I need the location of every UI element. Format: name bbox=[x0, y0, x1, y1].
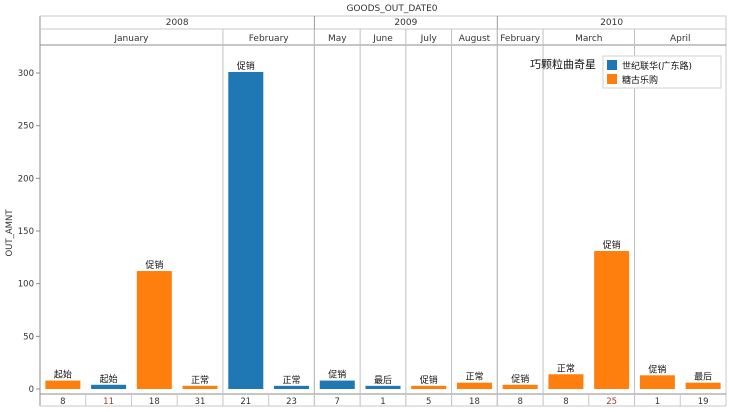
month-header: February bbox=[249, 34, 290, 44]
month-header: March bbox=[575, 34, 602, 44]
bar bbox=[319, 380, 355, 389]
x-tick-label: 25 bbox=[606, 397, 617, 407]
bar bbox=[91, 384, 127, 389]
bar-label: 正常 bbox=[465, 371, 483, 383]
y-tick-label: 200 bbox=[18, 174, 34, 184]
x-tick-label: 18 bbox=[469, 397, 480, 407]
bar-label: 最后 bbox=[694, 372, 712, 383]
x-tick-label: 21 bbox=[240, 397, 251, 407]
bar-label: 促销 bbox=[511, 373, 529, 385]
bar bbox=[685, 382, 721, 389]
bar bbox=[182, 385, 218, 389]
legend-swatch bbox=[607, 60, 617, 70]
month-header: May bbox=[328, 34, 347, 44]
bar-label: 正常 bbox=[191, 374, 209, 386]
x-tick-label: 23 bbox=[286, 397, 297, 407]
y-tick-label: 300 bbox=[18, 69, 34, 79]
legend-swatch bbox=[607, 74, 617, 84]
x-tick-label: 1 bbox=[655, 397, 660, 407]
plot-frame bbox=[39, 15, 727, 407]
x-tick-label: 1 bbox=[380, 397, 385, 407]
bar bbox=[548, 374, 584, 389]
legend-entry: 世纪联华(广东路) bbox=[622, 60, 692, 72]
legend-entry: 糖古乐购 bbox=[622, 74, 658, 86]
bar bbox=[456, 382, 492, 389]
x-tick-label: 8 bbox=[563, 397, 568, 407]
month-header: July bbox=[420, 34, 438, 44]
y-tick-label: 150 bbox=[18, 227, 34, 237]
x-tick-label: 8 bbox=[517, 397, 522, 407]
month-header: January bbox=[113, 34, 149, 44]
legend[interactable]: 世纪联华(广东路) 糖古乐购 bbox=[602, 55, 722, 89]
chart-title: GOODS_OUT_DATE0 bbox=[346, 4, 437, 14]
x-tick-label: 19 bbox=[698, 397, 709, 407]
year-header: 2010 bbox=[600, 18, 623, 28]
filter-label: 巧颗粒曲奇星 bbox=[530, 57, 596, 71]
x-tick-label: 11 bbox=[103, 397, 114, 407]
month-header: June bbox=[372, 34, 393, 44]
bar-marks bbox=[45, 71, 721, 390]
bar-label: 正常 bbox=[283, 374, 301, 386]
bar-label: 起始 bbox=[100, 373, 118, 385]
year-header: 2009 bbox=[394, 18, 417, 28]
y-tick-label: 250 bbox=[18, 122, 34, 132]
y-axis: 0 50 100 150 200 250 300 bbox=[18, 69, 40, 395]
bar-label: 促销 bbox=[603, 239, 621, 251]
bar bbox=[228, 71, 264, 390]
bar-label: 促销 bbox=[237, 60, 255, 72]
bar bbox=[594, 251, 630, 389]
bar-label: 最后 bbox=[374, 375, 392, 386]
bar bbox=[411, 385, 447, 389]
bar bbox=[502, 384, 538, 389]
x-tick-label: 18 bbox=[149, 397, 160, 407]
date-header-rows: 2008 2009 2010 January February May June July Au… bbox=[113, 16, 691, 406]
month-header: February bbox=[500, 34, 541, 44]
bar-label: 促销 bbox=[145, 259, 163, 271]
y-tick-label: 50 bbox=[23, 332, 34, 342]
bar bbox=[365, 385, 401, 389]
bar bbox=[136, 271, 172, 389]
x-tick-label: 31 bbox=[195, 397, 206, 407]
bar-label: 促销 bbox=[328, 369, 346, 381]
year-header: 2008 bbox=[166, 18, 189, 28]
bar bbox=[639, 375, 675, 389]
y-axis-label: OUT_AMNT bbox=[5, 209, 15, 257]
legend-box bbox=[602, 55, 722, 89]
bar-label: 正常 bbox=[557, 362, 575, 374]
bar-label: 促销 bbox=[420, 374, 438, 386]
x-axis-day-labels: 8 11 18 31 21 23 7 1 5 18 8 8 25 1 19 bbox=[60, 394, 709, 407]
y-tick-label: 100 bbox=[18, 280, 34, 290]
x-tick-label: 5 bbox=[426, 397, 431, 407]
x-tick-label: 8 bbox=[60, 397, 65, 407]
y-tick-label: 0 bbox=[29, 385, 34, 395]
bar-label: 促销 bbox=[648, 363, 666, 375]
bar bbox=[274, 385, 310, 389]
bar bbox=[45, 380, 81, 389]
month-header: April bbox=[670, 34, 691, 44]
month-header: August bbox=[459, 34, 491, 44]
bar-label: 起始 bbox=[54, 369, 72, 381]
x-tick-label: 7 bbox=[335, 397, 340, 407]
